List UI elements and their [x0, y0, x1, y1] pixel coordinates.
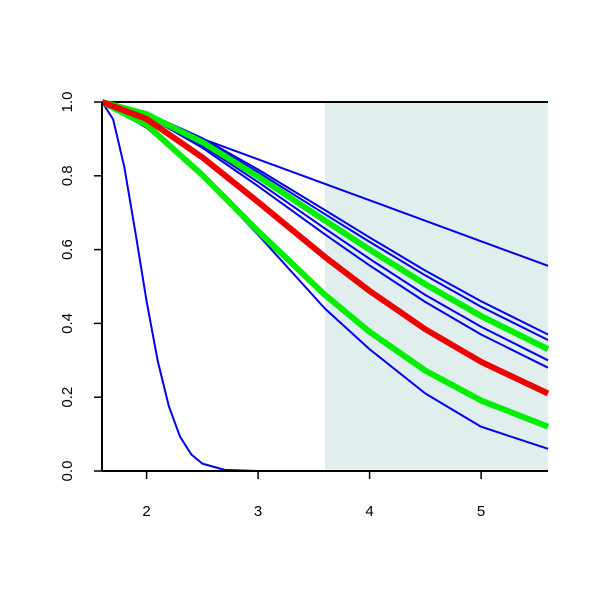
y-tick-label: 0.6: [59, 239, 76, 260]
y-tick-label: 0.2: [59, 387, 76, 408]
x-tick-label: 3: [254, 503, 262, 520]
line: [101, 101, 548, 472]
x-tick-label: 5: [477, 503, 485, 520]
y-tick-label: 0.8: [59, 165, 76, 186]
line: [100, 99, 550, 397]
y-tick-label: 0.0: [59, 461, 76, 482]
line: [101, 99, 550, 352]
y-tick-label: 1.0: [59, 92, 76, 113]
x-tick-label: 2: [142, 503, 150, 520]
line: [100, 99, 550, 430]
y-tick-label: 0.4: [59, 313, 76, 334]
x-tick-label: 4: [365, 503, 373, 520]
